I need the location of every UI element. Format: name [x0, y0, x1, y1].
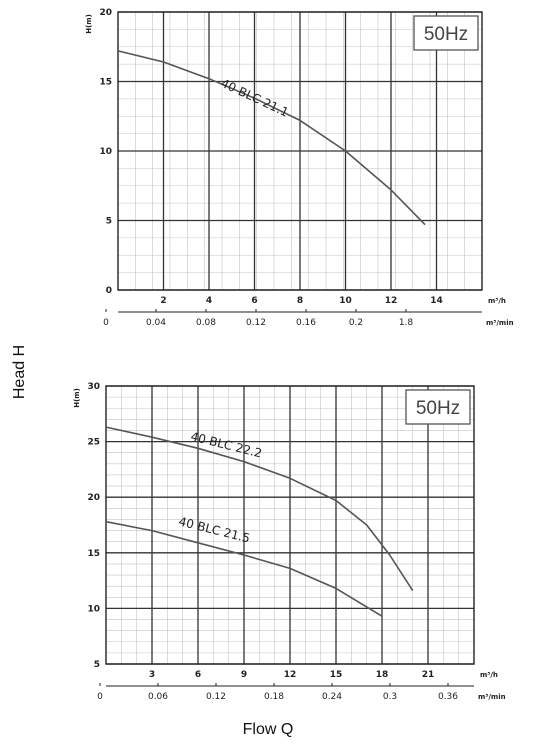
y-tick-label: 15 — [99, 78, 112, 88]
y-tick-label: 30 — [87, 382, 100, 392]
x-tick-label-secondary: 0.04 — [146, 318, 166, 328]
series-curve — [105, 520, 383, 617]
chart-bottom: 5 10 15 20 25 30 H(m) 3 6 9 12 15 18 21 m³/h 0 0.06 0.12 0… — [73, 382, 506, 702]
plot-frame — [105, 385, 475, 665]
plot-frame — [117, 11, 483, 291]
x-tick-label-secondary: 0.24 — [322, 692, 342, 702]
y-tick-label: 5 — [94, 660, 100, 670]
y-tick-label: 5 — [106, 217, 112, 227]
x-tick-label-secondary: 0 — [97, 692, 103, 702]
x-tick-label-primary: 2 — [160, 296, 166, 306]
chart-top: 0 5 10 15 20 H(m) 2 4 6 8 10 12 14 m³/h 0 0.04 0.08 0.12 0… — [85, 8, 514, 328]
x-tick-label-primary: 15 — [330, 670, 343, 680]
x-unit-secondary: m³/min — [478, 693, 506, 701]
x-unit-primary: m³/h — [480, 671, 498, 679]
x-tick-label-primary: 3 — [149, 670, 155, 680]
x-tick-label-primary: 21 — [422, 670, 435, 680]
x-tick-label-secondary: 0.3 — [383, 692, 397, 702]
x-tick-label-secondary: 0.36 — [438, 692, 458, 702]
x-tick-label-primary: 6 — [195, 670, 201, 680]
frequency-label: 50Hz — [424, 24, 468, 45]
x-tick-label-primary: 6 — [251, 296, 257, 306]
figure-x-axis-label: Flow Q — [243, 721, 294, 738]
y-axis-title: H(m) — [73, 388, 81, 408]
x-tick-label-primary: 4 — [206, 296, 212, 306]
y-tick-label: 20 — [87, 493, 100, 503]
x-tick-label-secondary: 0.12 — [206, 692, 226, 702]
x-tick-label-primary: 18 — [376, 670, 389, 680]
y-tick-label: 15 — [87, 549, 100, 559]
x-tick-label-primary: 9 — [241, 670, 247, 680]
x-tick-label-primary: 8 — [297, 296, 303, 306]
y-tick-label: 10 — [99, 147, 112, 157]
x-tick-label-secondary: 1.8 — [399, 318, 414, 328]
frequency-badge — [405, 389, 471, 425]
y-tick-label: 0 — [106, 286, 112, 296]
series-curve — [105, 426, 414, 592]
x-tick-label-primary: 10 — [339, 296, 352, 306]
x-tick-label-secondary: 0.18 — [264, 692, 284, 702]
x-tick-label-primary: 12 — [284, 670, 297, 680]
y-tick-label: 20 — [99, 8, 112, 18]
x-tick-label-primary: 12 — [385, 296, 398, 306]
x-tick-label-secondary: 0.2 — [349, 318, 363, 328]
x-tick-label-secondary: 0.16 — [296, 318, 316, 328]
y-tick-label: 10 — [87, 604, 100, 614]
figure-y-axis-label: Head H — [11, 345, 28, 399]
x-tick-label-secondary: 0.06 — [148, 692, 168, 702]
x-unit-primary: m³/h — [488, 297, 506, 305]
y-axis-title: H(m) — [85, 14, 93, 34]
x-tick-label-secondary: 0.12 — [246, 318, 266, 328]
frequency-label: 50Hz — [416, 398, 460, 419]
frequency-badge — [413, 15, 479, 51]
x-unit-secondary: m³/min — [486, 319, 514, 327]
y-tick-label: 25 — [87, 438, 100, 448]
x-tick-label-primary: 14 — [430, 296, 443, 306]
x-tick-label-secondary: 0 — [103, 318, 109, 328]
x-tick-label-secondary: 0.08 — [196, 318, 216, 328]
series-curve — [117, 50, 426, 226]
